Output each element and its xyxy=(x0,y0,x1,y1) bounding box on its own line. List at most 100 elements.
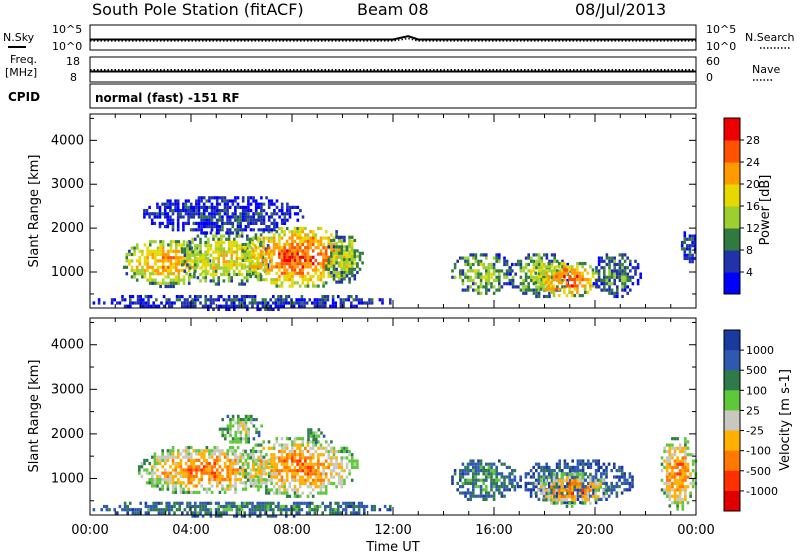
heatmap-cell xyxy=(221,430,224,434)
heatmap-cell xyxy=(259,301,262,305)
heatmap-cell xyxy=(469,269,472,273)
heatmap-cell xyxy=(550,262,554,267)
heatmap-cell xyxy=(231,465,235,469)
heatmap-cell xyxy=(288,485,292,489)
heatmap-cell xyxy=(469,478,472,482)
heatmap-cell xyxy=(179,468,183,472)
heatmap-cell xyxy=(217,260,220,264)
heatmap-cell xyxy=(248,250,252,254)
heatmap-cell xyxy=(466,285,470,289)
heatmap-cell xyxy=(453,266,457,270)
heatmap-cell xyxy=(311,262,315,266)
heatmap-cell xyxy=(231,449,235,453)
heatmap-cell xyxy=(539,482,543,486)
heatmap-cell xyxy=(603,269,606,273)
heatmap-cell xyxy=(205,465,209,469)
heatmap-cell xyxy=(156,455,159,459)
heatmap-cell xyxy=(537,272,541,276)
heatmap-cell xyxy=(234,215,237,219)
heatmap-cell xyxy=(169,249,173,253)
heatmap-cell xyxy=(220,266,223,270)
heatmap-cell xyxy=(542,465,546,469)
heatmap-cell xyxy=(270,228,274,232)
heatmap-cell xyxy=(356,270,359,275)
heatmap-cell xyxy=(183,304,187,308)
heatmap-cell xyxy=(214,272,218,277)
heatmap-cell xyxy=(537,259,541,263)
heatmap-cell xyxy=(500,472,504,476)
heatmap-cell xyxy=(356,462,359,466)
heatmap-cell xyxy=(461,475,465,479)
heatmap-cell xyxy=(267,246,271,250)
heatmap-cell xyxy=(186,250,189,254)
heatmap-cell xyxy=(337,295,340,299)
heatmap-cell xyxy=(348,453,351,457)
heatmap-cell xyxy=(184,455,188,459)
heatmap-cell xyxy=(262,242,265,247)
heatmap-cell xyxy=(251,295,254,299)
heatmap-cell xyxy=(535,288,538,292)
heatmap-cell xyxy=(235,272,239,277)
heatmap-cell xyxy=(175,501,179,505)
colorbar-tick-label: 500 xyxy=(746,364,767,377)
heatmap-cell xyxy=(337,508,340,512)
heatmap-cell xyxy=(490,465,493,469)
heatmap-cell xyxy=(262,218,266,222)
heatmap-cell xyxy=(490,262,493,267)
heatmap-cell xyxy=(570,485,574,489)
heatmap-cell xyxy=(213,458,216,462)
heatmap-cell xyxy=(267,446,271,450)
heatmap-cell xyxy=(327,481,331,486)
heatmap-cell xyxy=(301,462,305,466)
heatmap-cell xyxy=(148,212,151,216)
colorbar-tick-label: -500 xyxy=(746,465,771,478)
heatmap-cell xyxy=(275,281,279,285)
heatmap-cell xyxy=(623,478,626,482)
heatmap-cell xyxy=(257,456,260,460)
heatmap-cell xyxy=(171,458,175,462)
heatmap-cell xyxy=(253,295,257,299)
heatmap-cell xyxy=(330,246,333,250)
heatmap-cell xyxy=(301,271,305,275)
heatmap-cell xyxy=(532,475,535,479)
heatmap-cell xyxy=(335,235,338,239)
heatmap-cell xyxy=(298,242,302,247)
heatmap-cell xyxy=(280,246,284,250)
heatmap-cell xyxy=(215,225,219,229)
heatmap-cell xyxy=(540,256,543,260)
heatmap-cell xyxy=(628,488,632,492)
heatmap-cell xyxy=(199,511,202,515)
heatmap-cell xyxy=(293,258,297,263)
heatmap-cell xyxy=(597,256,601,260)
heatmap-cell xyxy=(623,278,627,283)
heatmap-cell xyxy=(252,449,255,454)
heatmap-cell xyxy=(474,288,478,292)
heatmap-cell xyxy=(466,472,470,476)
heatmap-cell xyxy=(568,501,571,505)
heatmap-cell xyxy=(581,491,585,495)
heatmap-cell xyxy=(212,301,215,305)
heatmap-cell xyxy=(660,488,664,492)
heatmap-cell xyxy=(177,278,181,282)
colorbar-segment xyxy=(724,228,740,251)
heatmap-cell xyxy=(691,478,695,482)
power-cells xyxy=(92,196,697,311)
heatmap-cell xyxy=(459,475,462,479)
heatmap-cell xyxy=(252,459,255,463)
heatmap-cell xyxy=(278,472,281,476)
heatmap-cell xyxy=(283,456,286,460)
heatmap-cell xyxy=(594,495,597,499)
heatmap-cell xyxy=(301,278,305,282)
heatmap-cell xyxy=(573,271,577,275)
heatmap-cell xyxy=(136,298,140,302)
heatmap-cell xyxy=(253,253,257,257)
heatmap-cell xyxy=(226,215,229,219)
heatmap-cell xyxy=(249,265,252,269)
heatmap-cell xyxy=(272,242,276,247)
heatmap-cell xyxy=(524,278,528,283)
heatmap-cell xyxy=(610,288,614,292)
heatmap-cell xyxy=(192,468,196,472)
heatmap-cell xyxy=(280,478,284,482)
heatmap-cell xyxy=(620,491,624,495)
heatmap-cell xyxy=(208,478,211,482)
